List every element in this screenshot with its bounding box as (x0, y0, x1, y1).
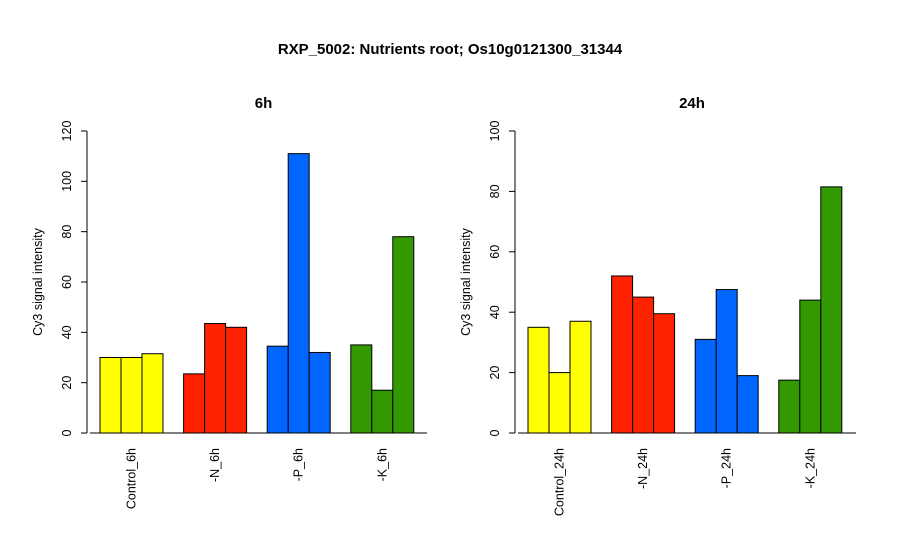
panel-24h: 24h 0 20 40 60 80 100 Cy3 signal intensity Contr… (459, 95, 856, 516)
y-tick-label: 40 (488, 305, 502, 319)
bar-Control_6h-2 (120, 357, 143, 434)
y-tick-label: 80 (488, 184, 502, 198)
bar--P_6h-2 (287, 153, 310, 434)
bar--K_24h-2 (799, 299, 822, 434)
category-label: Control_6h (125, 448, 139, 509)
bar--P_24h-1 (694, 338, 717, 434)
bar-Control_24h-3 (569, 320, 592, 434)
bar--N_6h-2 (204, 323, 227, 434)
bar--N_6h-3 (225, 326, 248, 434)
y-tick-label: 100 (60, 171, 74, 192)
bar-Control_6h-1 (99, 357, 122, 434)
y-tick-label: 60 (60, 275, 74, 289)
panel-6h: 6h 0 20 40 60 80 100 120 Cy3 signal intensity Con… (31, 95, 427, 509)
y-tick-label: 60 (488, 245, 502, 259)
category-label: -N_24h (636, 448, 650, 489)
y-tick-label: 100 (488, 121, 502, 142)
bar--K_6h-2 (371, 389, 394, 434)
y-tick-label: 20 (60, 376, 74, 390)
y-tick-label: 40 (60, 325, 74, 339)
bar-Control_24h-1 (527, 326, 550, 434)
bar--P_24h-2 (715, 289, 738, 434)
bar-Control_6h-3 (141, 353, 164, 434)
main-title: RXP_5002: Nutrients root; Os10g0121300_3… (278, 41, 623, 58)
category-label: -K_24h (803, 448, 817, 488)
y-axis-label: Cy3 signal intensity (459, 227, 473, 335)
bar--N_24h-3 (653, 313, 676, 434)
bar--K_24h-1 (778, 379, 801, 434)
y-tick-label: 120 (60, 121, 74, 142)
bar--P_6h-1 (266, 345, 289, 434)
y-axis-label: Cy3 signal intensity (31, 227, 45, 335)
bar--N_6h-1 (183, 373, 206, 434)
bar--K_6h-1 (350, 344, 373, 434)
panel-title: 24h (679, 95, 705, 112)
category-label: -K_6h (375, 448, 389, 481)
bar--P_6h-3 (308, 351, 331, 434)
y-tick-label: 0 (60, 429, 74, 436)
bar--K_6h-3 (392, 236, 415, 434)
bar--K_24h-3 (820, 186, 843, 434)
y-tick-label: 0 (488, 429, 502, 436)
y-tick-label: 20 (488, 366, 502, 380)
bar--P_24h-3 (736, 375, 759, 434)
category-label: -N_6h (208, 448, 222, 482)
y-tick-label: 80 (60, 225, 74, 239)
category-label: Control_24h (553, 448, 567, 516)
bar--N_24h-1 (611, 275, 634, 434)
panel-title: 6h (255, 95, 273, 112)
category-label: -P_24h (720, 448, 734, 488)
bar--N_24h-2 (632, 296, 655, 434)
category-label: -P_6h (292, 448, 306, 481)
bar-Control_24h-2 (548, 372, 571, 434)
